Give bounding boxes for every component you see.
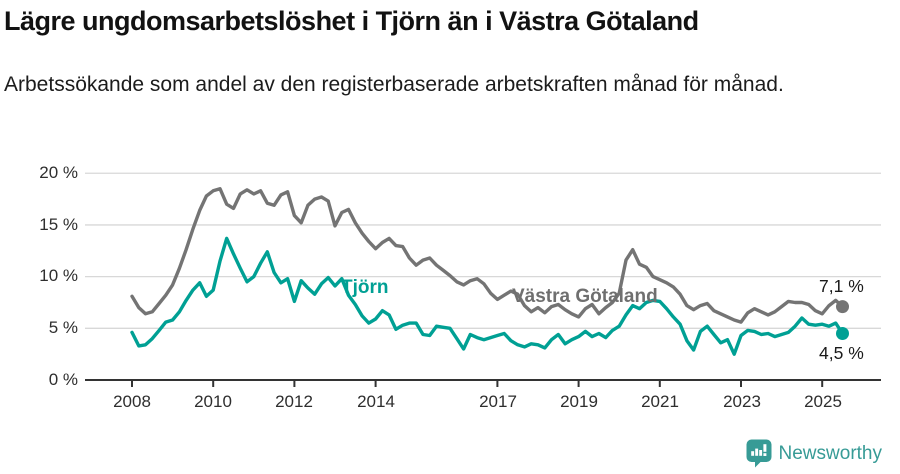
newsworthy-brand-link[interactable]: Newsworthy xyxy=(746,439,882,468)
end-value-vastra-gotaland: 7,1 % xyxy=(819,276,864,296)
y-axis-tick-label: 10 % xyxy=(39,266,78,285)
x-axis-tick-label: 2017 xyxy=(479,392,517,411)
series-end-dot-tj-rn xyxy=(836,327,849,340)
x-axis-tick-label: 2014 xyxy=(357,392,395,411)
x-axis-tick-label: 2008 xyxy=(113,392,151,411)
x-axis-tick-label: 2019 xyxy=(560,392,598,411)
newsworthy-logo-icon xyxy=(746,439,772,468)
y-axis-tick-label: 20 % xyxy=(39,163,78,182)
series-end-dot-v-stra-g-taland xyxy=(836,300,849,314)
series-line-tj-rn xyxy=(130,236,845,356)
x-axis-tick-label: 2021 xyxy=(641,392,679,411)
y-axis-tick-label: 5 % xyxy=(48,318,78,337)
y-axis-tick-label: 0 % xyxy=(48,370,78,389)
chart-title: Lägre ungdomsarbetslöshet i Tjörn än i V… xyxy=(4,6,699,36)
brand-name: Newsworthy xyxy=(778,442,882,464)
x-axis-tick-label: 2010 xyxy=(194,392,232,411)
chart-subtitle: Arbetssökande som andel av den registerb… xyxy=(4,73,784,96)
end-value-tjorn: 4,5 % xyxy=(819,343,864,363)
x-axis-tick-label: 2025 xyxy=(804,392,842,411)
series-line-v-stra-g-taland xyxy=(130,186,845,324)
y-axis-tick-label: 15 % xyxy=(39,215,78,234)
x-axis-tick-label: 2023 xyxy=(723,392,761,411)
series-label-tjorn: Tjörn xyxy=(341,277,389,298)
series-label-vastra-gotaland: Västra Götaland xyxy=(512,286,658,307)
x-axis-tick-label: 2012 xyxy=(275,392,313,411)
